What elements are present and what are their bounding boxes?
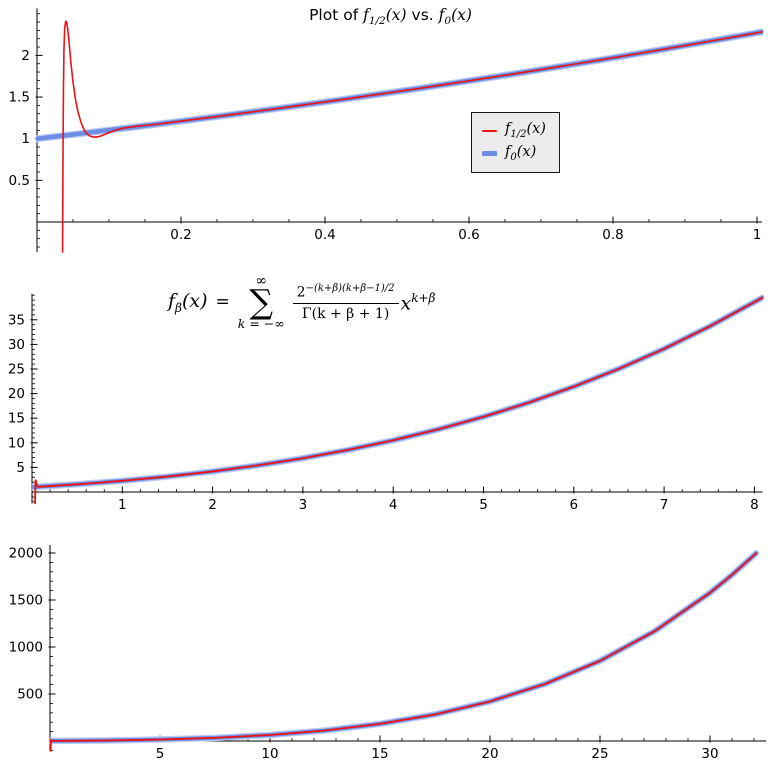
x-tick-label: 4 [389, 497, 398, 513]
x-tick-label: 1 [753, 227, 762, 243]
series-formula: fβ(x) = ∞ ∑ k = −∞ 2−(k+β)(k+β−1)/2 Γ(k … [168, 274, 435, 331]
x-tick-label: 7 [660, 497, 669, 513]
x-tick-label: 15 [371, 746, 388, 762]
x-tick-label: 0.2 [170, 227, 191, 243]
x-tick-label: 0.8 [602, 227, 623, 243]
title-f12: f1/2(x) [363, 6, 407, 28]
series-f_{1/2}(x) [49, 552, 758, 752]
y-tick-label: 5 [16, 460, 25, 476]
plot-bottom: 5 10 15 20 25 30 500 1000 1500 2000 [0, 522, 781, 773]
x-tick-label: 30 [701, 746, 718, 762]
y-tick-label: 25 [8, 362, 25, 378]
series-f_{1/2}(x) [34, 296, 764, 505]
series-f_{1/2}(x) [61, 20, 763, 253]
formula-tail: xk+β [400, 290, 436, 314]
title-prefix: Plot of [309, 6, 364, 24]
y-tick-label: 20 [8, 386, 25, 402]
plot-top: Plot of f1/2(x) vs. f0(x) 0.2 0.4 0.6 0.8 1 0… [0, 0, 781, 262]
legend-label-f0: f0(x) [505, 143, 537, 163]
legend-item-f12: f1/2(x) [482, 121, 546, 140]
plot-middle: 1 2 3 4 5 6 7 8 5 10 15 20 25 30 35 fβ(x) = ∞ ∑ k = −∞… [0, 262, 781, 522]
legend: f1/2(x) f0(x) [471, 112, 560, 173]
legend-line-blue-icon [482, 151, 497, 157]
chart-title: Plot of f1/2(x) vs. f0(x) [0, 6, 781, 27]
x-tick-label: 8 [750, 497, 759, 513]
series-halo-f_0(x) [49, 549, 760, 745]
formula-fraction: 2−(k+β)(k+β−1)/2 Γ(k + β + 1) [292, 283, 399, 322]
y-tick-label: 1 [21, 131, 30, 147]
legend-item-f0: f0(x) [482, 143, 546, 163]
x-tick-label: 20 [481, 746, 498, 762]
y-tick-label: 15 [8, 411, 25, 427]
x-tick-label: 25 [591, 746, 608, 762]
y-tick-label: 1.5 [9, 90, 30, 106]
fraction-numerator: 2−(k+β)(k+β−1)/2 [292, 283, 399, 304]
y-tick-label: 30 [8, 337, 25, 353]
title-vs: vs. [406, 6, 439, 24]
formula-lhs: fβ(x) [168, 289, 208, 315]
plot-top-canvas: 0.2 0.4 0.6 0.8 1 0.5 1 1.5 2 [9, 8, 764, 253]
x-tick-label: 0.6 [458, 227, 479, 243]
x-tick-label: 5 [156, 746, 165, 762]
y-tick-label: 500 [17, 687, 43, 703]
x-tick-label: 3 [299, 497, 308, 513]
y-tick-label: 1000 [9, 640, 43, 656]
x-tick-label: 10 [261, 746, 278, 762]
y-tick-label: 10 [8, 435, 25, 451]
legend-label-f12: f1/2(x) [505, 121, 546, 140]
formula-sum: ∞ ∑ k = −∞ [237, 273, 285, 332]
series-halo-f_0(x) [36, 28, 764, 143]
x-tick-label: 2 [208, 497, 217, 513]
fraction-denominator: Γ(k + β + 1) [301, 305, 390, 322]
y-tick-label: 0.5 [9, 173, 30, 189]
y-tick-label: 35 [8, 312, 25, 328]
y-tick-label: 2000 [9, 546, 43, 562]
x-tick-label: 1 [118, 497, 127, 513]
x-tick-label: 5 [479, 497, 488, 513]
legend-line-red-icon [482, 129, 497, 133]
sigma-symbol: ∑ [249, 282, 273, 321]
plot-bottom-canvas: 5 10 15 20 25 30 500 1000 1500 2000 [9, 545, 767, 762]
title-f0: f0(x) [438, 6, 472, 28]
y-tick-label: 2 [21, 48, 30, 64]
y-tick-label: 1500 [9, 593, 43, 609]
x-tick-label: 6 [570, 497, 579, 513]
series-f_0(x) [49, 551, 759, 743]
formula-equals: = [215, 292, 230, 313]
plot-middle-canvas: 1 2 3 4 5 6 7 8 5 10 15 20 25 30 35 [8, 293, 764, 513]
x-tick-label: 0.4 [314, 227, 335, 243]
